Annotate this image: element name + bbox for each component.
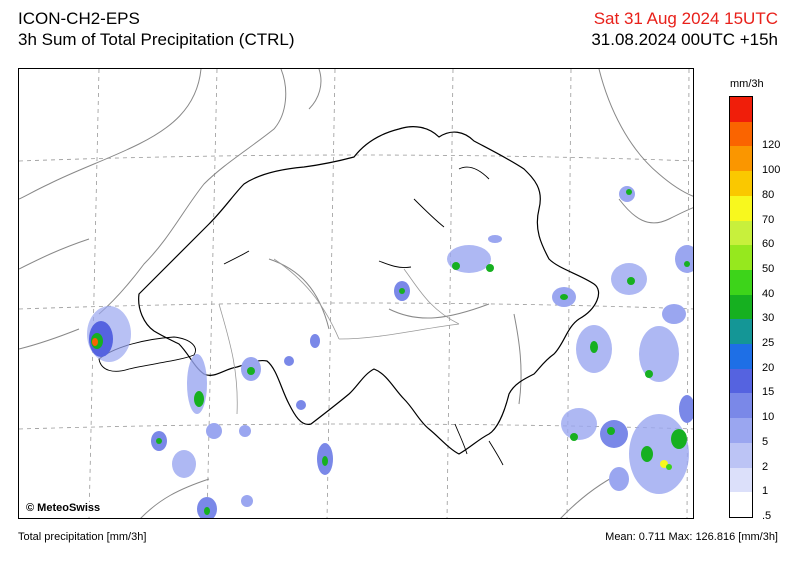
- legend-label: 40: [762, 287, 775, 300]
- legend-swatch: [730, 467, 752, 493]
- legend-swatch: [730, 97, 752, 122]
- legend-swatch: [730, 121, 752, 147]
- color-legend: [729, 96, 753, 518]
- lat-lon-grid: [19, 69, 693, 518]
- time-block: Sat 31 Aug 2024 15UTC 31.08.2024 00UTC +…: [591, 8, 778, 50]
- legend-swatch: [730, 171, 752, 196]
- legend-swatch: [730, 146, 752, 172]
- legend-label: 20: [762, 361, 775, 374]
- title-block: ICON-CH2-EPS 3h Sum of Total Precipitati…: [18, 8, 295, 50]
- lake-como: [488, 440, 504, 466]
- legend-label: 70: [762, 213, 775, 226]
- legend-label: 1: [762, 485, 769, 498]
- legend-swatch: [730, 245, 752, 270]
- legend-label: 15: [762, 386, 775, 399]
- legend-swatch: [730, 195, 752, 221]
- legend-label: 10: [762, 411, 775, 424]
- legend-swatch: [730, 492, 752, 517]
- footer-variable: Total precipitation [mm/3h]: [18, 531, 147, 543]
- copyright-label: © MeteoSwiss: [24, 502, 103, 514]
- legend-label: 100: [762, 164, 781, 177]
- product-name: 3h Sum of Total Precipitation (CTRL): [18, 30, 295, 49]
- legend-label: 2: [762, 460, 769, 473]
- swiss-border: [138, 126, 600, 455]
- precipitation-cells: [87, 186, 693, 518]
- legend-swatch: [730, 220, 752, 246]
- legend-swatch: [730, 368, 752, 394]
- legend-swatch: [730, 442, 752, 468]
- country-borders: [19, 69, 693, 518]
- lake-zurich: [413, 198, 445, 228]
- region-boundaries: [218, 258, 460, 415]
- lake-geneva: [98, 336, 196, 372]
- lake-maggiore: [454, 423, 468, 455]
- lake-neuchatel: [223, 250, 250, 265]
- lake-constance: [458, 166, 490, 180]
- legend-label: 50: [762, 262, 775, 275]
- legend-swatch: [730, 294, 752, 320]
- legend-label: .5: [762, 510, 772, 522]
- legend-swatch: [730, 393, 752, 419]
- legend-swatch: [730, 319, 752, 345]
- legend-swatch: [730, 418, 752, 443]
- footer-stats: Mean: 0.711 Max: 126.816 [mm/3h]: [605, 531, 778, 543]
- legend-label: 30: [762, 312, 775, 325]
- legend-unit: mm/3h: [730, 78, 764, 90]
- run-time: 31.08.2024 00UTC +15h: [591, 30, 778, 49]
- legend-label: 5: [762, 435, 769, 448]
- legend-swatch: [730, 344, 752, 369]
- legend-labels: .5 1 2 5 10 15 20 25 30 40 50 60 70 80 100 120: [762, 96, 800, 522]
- lake-lucerne: [378, 260, 412, 268]
- model-name: ICON-CH2-EPS: [18, 9, 140, 28]
- legend-label: 60: [762, 238, 775, 251]
- legend-label: 120: [762, 139, 781, 152]
- legend-label: 80: [762, 188, 775, 201]
- lakes: [98, 166, 504, 466]
- legend-label: 25: [762, 337, 775, 350]
- legend-swatch: [730, 269, 752, 295]
- precipitation-map: © MeteoSwiss: [18, 68, 694, 519]
- valid-time: Sat 31 Aug 2024 15UTC: [593, 9, 778, 28]
- map-canvas: [19, 69, 693, 518]
